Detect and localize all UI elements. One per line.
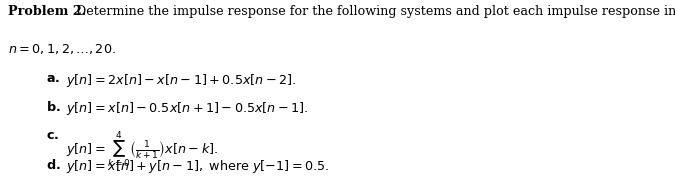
Text: $\mathbf{d.}$: $\mathbf{d.}$ bbox=[46, 158, 61, 172]
Text: $y[n] = x[n] + y[n-1],\ \text{where}\ y[-1] = 0.5.$: $y[n] = x[n] + y[n-1],\ \text{where}\ y[… bbox=[66, 158, 329, 175]
Text: $y[n] = \sum_{k=0}^{4} \left(\frac{1}{k+1}\right) x[n-k].$: $y[n] = \sum_{k=0}^{4} \left(\frac{1}{k+… bbox=[66, 129, 219, 170]
Text: $\mathbf{c.}$: $\mathbf{c.}$ bbox=[46, 129, 59, 142]
Text: $y[n] = x[n] - 0.5x[n+1] - 0.5x[n-1].$: $y[n] = x[n] - 0.5x[n+1] - 0.5x[n-1].$ bbox=[66, 100, 308, 117]
Text: Problem 2.: Problem 2. bbox=[8, 5, 86, 18]
Text: $n = 0, 1, 2, \ldots, 20.$: $n = 0, 1, 2, \ldots, 20.$ bbox=[8, 42, 116, 56]
Text: Determine the impulse response for the following systems and plot each impulse r: Determine the impulse response for the f… bbox=[72, 5, 675, 18]
Text: $\mathbf{a.}$: $\mathbf{a.}$ bbox=[46, 72, 60, 85]
Text: $y[n] = 2x[n] - x[n-1] + 0.5x[n-2].$: $y[n] = 2x[n] - x[n-1] + 0.5x[n-2].$ bbox=[66, 72, 296, 89]
Text: $\mathbf{b.}$: $\mathbf{b.}$ bbox=[46, 100, 61, 114]
